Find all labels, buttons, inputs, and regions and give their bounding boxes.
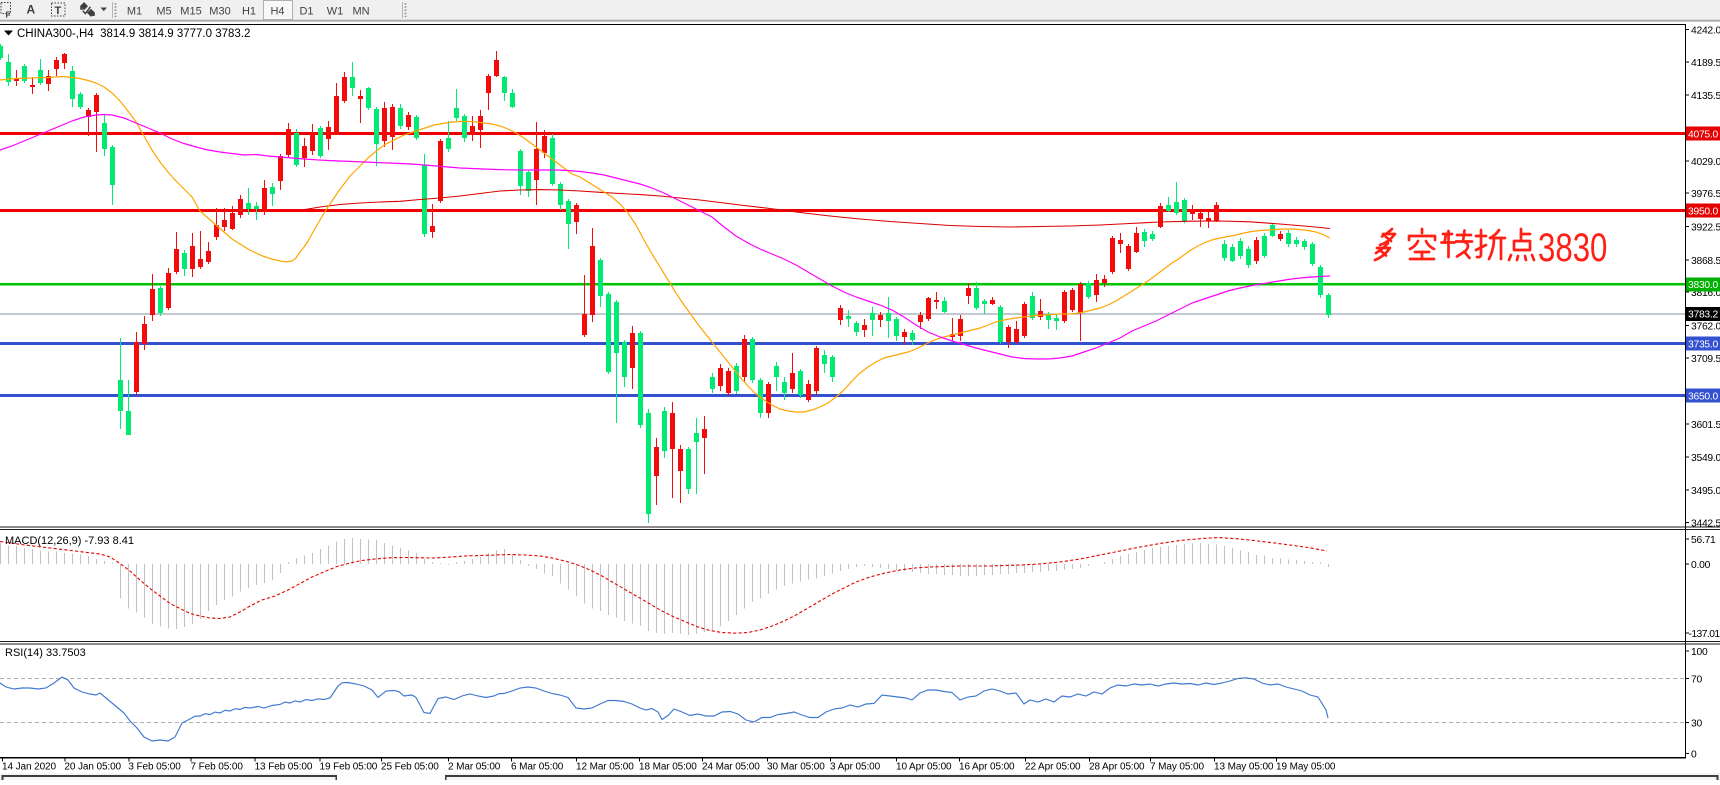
svg-text:7 Feb 05:00: 7 Feb 05:00 bbox=[191, 762, 244, 773]
svg-text:14 Jan 2020: 14 Jan 2020 bbox=[2, 762, 56, 773]
svg-text:28 Apr 05:00: 28 Apr 05:00 bbox=[1089, 762, 1145, 773]
svg-text:3976.5: 3976.5 bbox=[1691, 189, 1720, 200]
svg-text:3868.5: 3868.5 bbox=[1691, 256, 1720, 267]
svg-text:4189.5: 4189.5 bbox=[1691, 58, 1720, 69]
svg-text:3735.0: 3735.0 bbox=[1688, 339, 1719, 350]
svg-text:13 Feb 05:00: 13 Feb 05:00 bbox=[255, 762, 313, 773]
svg-text:10 Apr 05:00: 10 Apr 05:00 bbox=[896, 762, 952, 773]
svg-text:70: 70 bbox=[1691, 674, 1702, 685]
svg-text:30 Mar 05:00: 30 Mar 05:00 bbox=[767, 762, 825, 773]
svg-text:-137.01: -137.01 bbox=[1689, 629, 1720, 640]
svg-text:3783.2: 3783.2 bbox=[1688, 310, 1719, 321]
svg-text:3442.5: 3442.5 bbox=[1691, 519, 1720, 530]
svg-text:D1: D1 bbox=[299, 6, 313, 18]
svg-text:T: T bbox=[55, 5, 62, 17]
svg-text:4029.0: 4029.0 bbox=[1691, 157, 1720, 168]
svg-text:RSI(14) 33.7503: RSI(14) 33.7503 bbox=[5, 647, 86, 659]
svg-text:H1: H1 bbox=[242, 6, 256, 18]
svg-text:3830: 3830 bbox=[1538, 225, 1607, 270]
svg-text:3 Apr 05:00: 3 Apr 05:00 bbox=[830, 762, 881, 773]
svg-text:3709.5: 3709.5 bbox=[1691, 354, 1720, 365]
svg-text:0: 0 bbox=[1691, 750, 1697, 761]
svg-text:22 Apr 05:00: 22 Apr 05:00 bbox=[1025, 762, 1081, 773]
svg-text:3650.0: 3650.0 bbox=[1688, 391, 1719, 402]
svg-text:0.00: 0.00 bbox=[1691, 560, 1711, 571]
svg-text:4075.0: 4075.0 bbox=[1688, 129, 1719, 140]
svg-text:3922.5: 3922.5 bbox=[1691, 223, 1720, 234]
svg-text:6 Mar 05:00: 6 Mar 05:00 bbox=[511, 762, 564, 773]
svg-text:12 Mar 05:00: 12 Mar 05:00 bbox=[576, 762, 634, 773]
svg-text:20 Jan 05:00: 20 Jan 05:00 bbox=[64, 762, 121, 773]
svg-text:3762.0: 3762.0 bbox=[1691, 322, 1720, 333]
svg-text:3601.5: 3601.5 bbox=[1691, 420, 1720, 431]
svg-text:2 Mar 05:00: 2 Mar 05:00 bbox=[448, 762, 501, 773]
svg-text:M15: M15 bbox=[180, 6, 201, 18]
svg-text:M5: M5 bbox=[156, 6, 171, 18]
svg-text:F: F bbox=[6, 10, 11, 20]
svg-text:3950.0: 3950.0 bbox=[1688, 206, 1719, 217]
svg-text:3495.0: 3495.0 bbox=[1691, 486, 1720, 497]
svg-text:56.71: 56.71 bbox=[1691, 535, 1716, 546]
svg-text:30: 30 bbox=[1691, 719, 1702, 730]
svg-text:18 Mar 05:00: 18 Mar 05:00 bbox=[639, 762, 697, 773]
svg-text:MACD(12,26,9) -7.93 8.41: MACD(12,26,9) -7.93 8.41 bbox=[5, 535, 134, 547]
svg-text:19 Feb 05:00: 19 Feb 05:00 bbox=[320, 762, 378, 773]
svg-text:H4: H4 bbox=[270, 6, 284, 18]
svg-text:4242.0: 4242.0 bbox=[1691, 26, 1720, 37]
svg-text:7 May 05:00: 7 May 05:00 bbox=[1150, 762, 1204, 773]
svg-text:13 May 05:00: 13 May 05:00 bbox=[1214, 762, 1274, 773]
svg-text:25 Feb 05:00: 25 Feb 05:00 bbox=[381, 762, 439, 773]
svg-text:W1: W1 bbox=[327, 6, 344, 18]
svg-text:16 Apr 05:00: 16 Apr 05:00 bbox=[959, 762, 1015, 773]
svg-text:A: A bbox=[27, 3, 36, 17]
svg-text:M30: M30 bbox=[209, 6, 230, 18]
svg-text:MN: MN bbox=[352, 6, 369, 18]
svg-text:3830.0: 3830.0 bbox=[1688, 280, 1719, 291]
svg-text:24 Mar 05:00: 24 Mar 05:00 bbox=[702, 762, 760, 773]
svg-text:M1: M1 bbox=[127, 6, 142, 18]
svg-text:3549.0: 3549.0 bbox=[1691, 453, 1720, 464]
svg-text:4135.5: 4135.5 bbox=[1691, 91, 1720, 102]
svg-text:3 Feb 05:00: 3 Feb 05:00 bbox=[128, 762, 181, 773]
svg-text:19 May 05:00: 19 May 05:00 bbox=[1276, 762, 1336, 773]
svg-text:100: 100 bbox=[1691, 647, 1708, 658]
svg-text:CHINA300-,H4 3814.9 3814.9 37: CHINA300-,H4 3814.9 3814.9 3777.0 3783.2 bbox=[17, 28, 250, 40]
